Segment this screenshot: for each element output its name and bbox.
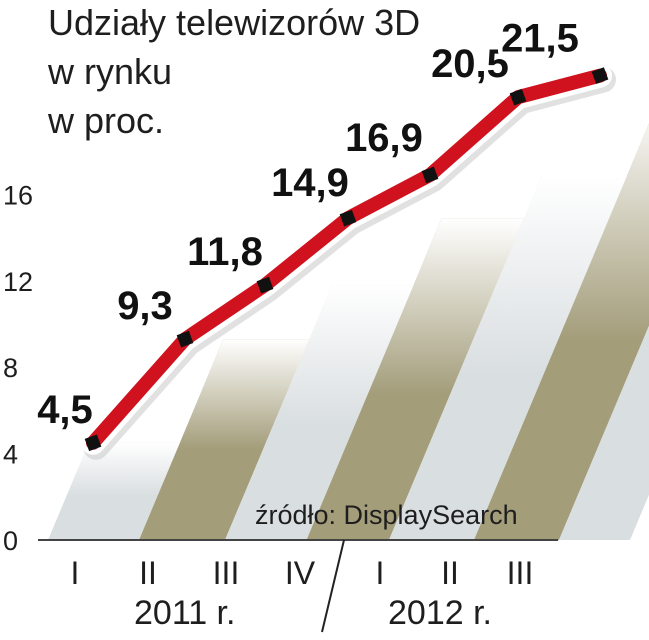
data-point (421, 166, 439, 184)
series-markers (84, 67, 609, 452)
x-tick-label: II (139, 555, 157, 591)
x-tick-label: I (71, 555, 80, 591)
data-label: 21,5 (501, 17, 579, 61)
band-fade-2 (139, 339, 310, 540)
x-tick-label: IV (285, 555, 316, 591)
data-label: 9,3 (117, 284, 173, 328)
data-point (591, 67, 609, 84)
data-label: 11,8 (187, 230, 263, 274)
x-tick-label: III (507, 555, 534, 591)
data-point (84, 434, 102, 452)
band-fade-6 (474, 123, 649, 540)
year-divider (321, 539, 345, 633)
chart-band-fade (48, 123, 649, 540)
y-axis-ticks: 0 4 8 12 16 (3, 180, 33, 556)
x-tick-label: I (376, 555, 385, 591)
band-fade-5 (389, 174, 628, 540)
year-label-2011: 2011 r. (134, 594, 235, 632)
band-fade-1 (48, 442, 180, 540)
data-point (509, 88, 527, 106)
data-label: 4,5 (37, 388, 93, 432)
source-note: źródło: DisplaySearch (255, 500, 518, 530)
data-label: 14,9 (271, 161, 349, 205)
band-fade-7 (559, 325, 649, 540)
data-label: 16,9 (345, 116, 423, 160)
x-axis-ticks: I II III IV I II III (71, 555, 534, 591)
data-point (256, 276, 274, 294)
y-tick-label: 8 (3, 353, 18, 383)
title-line-1: Udziały telewizorów 3D (48, 2, 420, 43)
x-tick-label: II (441, 555, 459, 591)
y-tick-label: 0 (3, 526, 18, 556)
data-point (176, 330, 194, 348)
title-line-3: w proc. (47, 100, 164, 141)
data-labels: 4,5 9,3 11,814,916,920,521,5 (33, 12, 584, 436)
title: Udziały telewizorów 3D w rynku w proc. (47, 2, 420, 141)
y-tick-label: 16 (3, 180, 33, 210)
y-tick-label: 12 (3, 267, 33, 297)
band-fade-4 (306, 218, 525, 540)
x-tick-label: III (213, 555, 240, 591)
data-point (339, 209, 357, 227)
data-label: 20,5 (431, 42, 509, 86)
year-label-2012: 2012 r. (388, 594, 492, 632)
y-tick-label: 4 (3, 440, 18, 470)
title-line-2: w rynku (47, 51, 172, 92)
band-fade-3 (225, 285, 414, 540)
